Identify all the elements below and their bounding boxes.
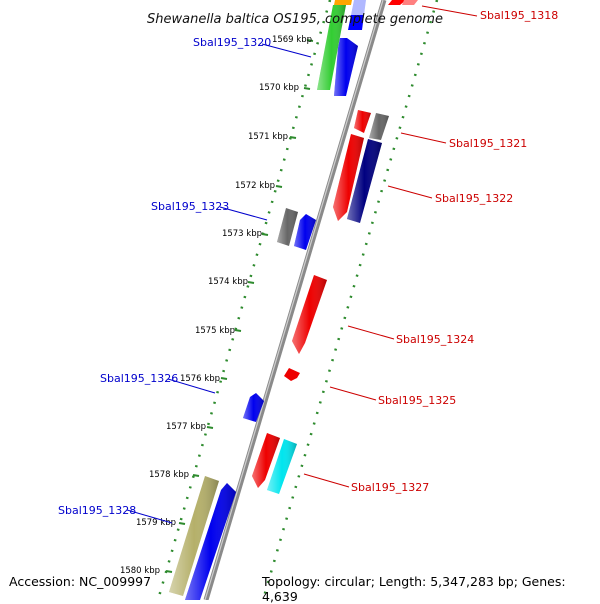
gene-1320b-shade — [334, 38, 358, 96]
outer-scale-track — [156, 0, 332, 600]
gene-1323-grey-shade — [277, 208, 298, 246]
callout-1325 — [329, 386, 377, 401]
tick-label-1569: 1569 kbp — [272, 35, 312, 45]
callout-1322 — [387, 185, 433, 199]
gene-label-1320[interactable]: Sbal195_1320 — [193, 36, 271, 49]
kbp-tick-marks — [165, 39, 314, 573]
callout-1328 — [126, 509, 173, 524]
gene-label-1326[interactable]: Sbal195_1326 — [100, 372, 178, 385]
gene-1320-arrow[interactable] — [351, 0, 366, 15]
gene-label-1321[interactable]: Sbal195_1321 — [449, 137, 527, 150]
gene-labels: Sbal195_1318 Sbal195_1320 Sbal195_1321 S… — [58, 9, 558, 517]
gene-1328-khaki-shade — [169, 476, 219, 596]
gene-1318b-bar[interactable] — [402, 0, 418, 5]
tick-label-1579: 1579 kbp — [136, 518, 176, 528]
tick-label-1574: 1574 kbp — [208, 277, 248, 287]
callout-1326 — [167, 378, 216, 394]
gene-label-1328[interactable]: Sbal195_1328 — [58, 504, 136, 517]
gene-1326-shade — [243, 393, 264, 422]
tick-label-1577: 1577 kbp — [166, 422, 206, 432]
gene-1323-shade — [294, 214, 316, 250]
gene-1320-bar-b[interactable] — [317, 5, 346, 90]
gene-1328-shade — [185, 483, 236, 600]
tick-label-1573: 1573 kbp — [222, 229, 262, 239]
genome-backbone-highlight — [204, 0, 384, 600]
tick-label-1580: 1580 kbp — [120, 566, 160, 576]
label-callout-lines — [126, 5, 478, 524]
gene-label-1323[interactable]: Sbal195_1323 — [151, 200, 229, 213]
tick-label-1571: 1571 kbp — [248, 132, 288, 142]
gene-1320-arrow-top[interactable] — [348, 15, 364, 30]
tick-label-1570: 1570 kbp — [259, 83, 299, 93]
forward-strand-genes — [169, 0, 366, 600]
genome-title: Shewanella baltica OS195, complete genom… — [147, 12, 443, 27]
gene-1319-bar[interactable] — [334, 0, 352, 5]
tick-label-1576: 1576 kbp — [180, 374, 220, 384]
accession-text: Accession: NC_009997 — [9, 574, 152, 589]
gene-1321-grey-shade — [369, 113, 389, 140]
gene-label-1318[interactable]: Sbal195_1318 — [480, 9, 558, 22]
gene-label-1322[interactable]: Sbal195_1322 — [435, 192, 513, 205]
callout-1318 — [421, 5, 478, 17]
gene-1325-bar[interactable] — [284, 368, 300, 381]
genome-backbone — [203, 0, 387, 600]
kbp-tick-labels: 1569 kbp 1570 kbp 1571 kbp 1572 kbp 1573… — [120, 35, 312, 576]
gene-1321-shade — [354, 110, 371, 133]
callout-1323 — [219, 206, 268, 221]
tick-label-1575: 1575 kbp — [195, 326, 235, 336]
gene-1327-shade — [252, 433, 280, 488]
reverse-strand-genes — [252, 0, 418, 494]
callout-1320 — [261, 43, 312, 58]
gene-label-1324[interactable]: Sbal195_1324 — [396, 333, 474, 346]
callout-1324 — [347, 325, 395, 340]
callout-1327 — [303, 473, 350, 488]
gene-1324-shade — [292, 275, 327, 354]
tick-label-1578: 1578 kbp — [149, 470, 189, 480]
gene-label-1325[interactable]: Sbal195_1325 — [378, 394, 456, 407]
gene-1318-bar[interactable] — [388, 0, 406, 5]
gene-1327-cyan-shade — [267, 439, 297, 494]
callout-1321 — [400, 132, 447, 144]
tick-label-1572: 1572 kbp — [235, 181, 275, 191]
gene-1322-navy-shade — [347, 139, 382, 223]
gene-1322-shade — [333, 134, 364, 221]
gene-label-1327[interactable]: Sbal195_1327 — [351, 481, 429, 494]
